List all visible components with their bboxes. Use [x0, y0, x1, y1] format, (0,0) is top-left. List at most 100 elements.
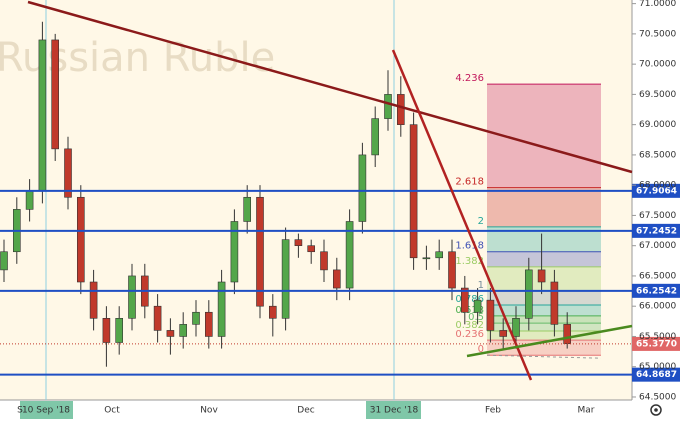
x-tick-label: 10 Sep '18	[22, 406, 70, 416]
x-tick-label: Feb	[485, 406, 501, 416]
candle-body	[243, 196, 251, 222]
candle-body	[332, 269, 341, 289]
y-tick-label: 64.5000	[639, 392, 676, 402]
candle-body	[166, 330, 175, 337]
candle-body	[435, 251, 444, 259]
fib-label: 4.236	[455, 73, 484, 84]
x-tick-label: 31 Dec '18	[370, 406, 419, 416]
fib-label: 1.382	[455, 256, 484, 267]
x-tick-label: S	[17, 406, 23, 416]
candle-body	[345, 221, 354, 289]
candle-body	[384, 94, 392, 119]
y-tick-label: 67.0000	[639, 241, 676, 251]
price-label: 66.2542	[636, 286, 677, 296]
x-tick-label: Dec	[297, 406, 314, 416]
settings-icon[interactable]	[650, 404, 662, 416]
candle-body	[320, 251, 328, 271]
y-tick-label: 69.0000	[639, 120, 676, 130]
price-label: 64.8687	[636, 370, 677, 380]
fib-band	[487, 251, 601, 267]
fib-label: 0.5	[468, 312, 484, 323]
candle-body	[563, 324, 572, 345]
fib-label: 0.236	[455, 329, 484, 340]
y-tick-label: 70.0000	[639, 60, 676, 70]
y-tick-label: 68.5000	[639, 150, 676, 160]
x-tick-label: Mar	[578, 406, 595, 416]
fib-label: 0	[478, 344, 484, 355]
y-tick-label: 69.5000	[639, 90, 676, 100]
candle-body	[256, 196, 264, 307]
price-label: 67.2452	[636, 226, 677, 236]
candle-body	[25, 190, 34, 210]
trend-line	[27, 0, 633, 174]
candle-body	[358, 154, 367, 222]
fib-band	[487, 187, 601, 227]
price-label-box	[632, 223, 680, 238]
y-tick-label: 68.0000	[639, 181, 676, 191]
price-label-box	[632, 283, 680, 298]
candle-body	[205, 311, 213, 337]
fib-band	[487, 304, 601, 316]
time-axis	[0, 400, 632, 421]
candle-body	[268, 305, 277, 319]
fib-label: 2.618	[455, 177, 484, 188]
fib-band	[487, 291, 601, 305]
candle-body	[499, 330, 508, 337]
y-tick-label: 65.5000	[639, 332, 676, 342]
fib-band	[487, 331, 601, 341]
fib-band	[487, 315, 601, 324]
candle-body	[102, 318, 111, 343]
candle-body	[550, 281, 559, 325]
fib-label: 0.786	[455, 294, 484, 305]
fib-label: 2	[478, 216, 484, 227]
candle-body	[307, 245, 316, 253]
candle-body	[230, 221, 239, 283]
candle-body	[153, 305, 162, 331]
settings-gear[interactable]	[650, 404, 662, 416]
candle-body	[115, 318, 123, 343]
price-label: 67.9064	[636, 186, 677, 196]
last-price-box	[632, 336, 680, 351]
date-highlight	[20, 401, 73, 419]
y-tick-label: 65.0000	[639, 362, 676, 372]
y-tick-label: 66.5000	[639, 271, 676, 281]
fib-label: 0.382	[455, 320, 484, 331]
trend-line	[391, 49, 533, 381]
settings-hub[interactable]	[654, 408, 658, 412]
fib-label: 0.618	[455, 305, 484, 316]
candle-body	[294, 239, 303, 246]
candle-body	[51, 39, 60, 150]
candle-body	[281, 239, 290, 319]
fib-label: 1	[478, 280, 484, 291]
x-tick-label: Oct	[104, 406, 120, 416]
candle-body	[448, 251, 456, 289]
candle-body	[473, 299, 482, 313]
candle-body	[422, 257, 431, 260]
candle-body	[179, 324, 187, 337]
y-tick-label: 67.5000	[639, 211, 676, 221]
candle-body	[38, 39, 47, 192]
candle-body	[217, 281, 226, 337]
fib-label: 1.618	[455, 241, 484, 252]
fib-band	[487, 323, 601, 332]
candle-body	[64, 148, 72, 198]
candle-body	[537, 269, 546, 283]
x-tick-label: Nov	[200, 406, 218, 416]
candle-body	[512, 318, 520, 337]
trend-line	[466, 324, 633, 358]
y-tick-label: 70.5000	[639, 29, 676, 39]
last-price-label: 65.3770	[636, 339, 677, 349]
candle-body	[89, 281, 98, 319]
candle-body	[524, 269, 533, 319]
candle-body	[192, 311, 200, 325]
date-highlight	[366, 401, 421, 419]
fib-trend	[486, 354, 602, 359]
price-label-box	[632, 367, 680, 382]
candle-body	[371, 118, 380, 156]
y-tick-label: 71.0000	[639, 0, 676, 9]
candle-body	[460, 287, 469, 313]
y-tick-label: 66.0000	[639, 302, 676, 312]
candle-body	[128, 275, 136, 319]
